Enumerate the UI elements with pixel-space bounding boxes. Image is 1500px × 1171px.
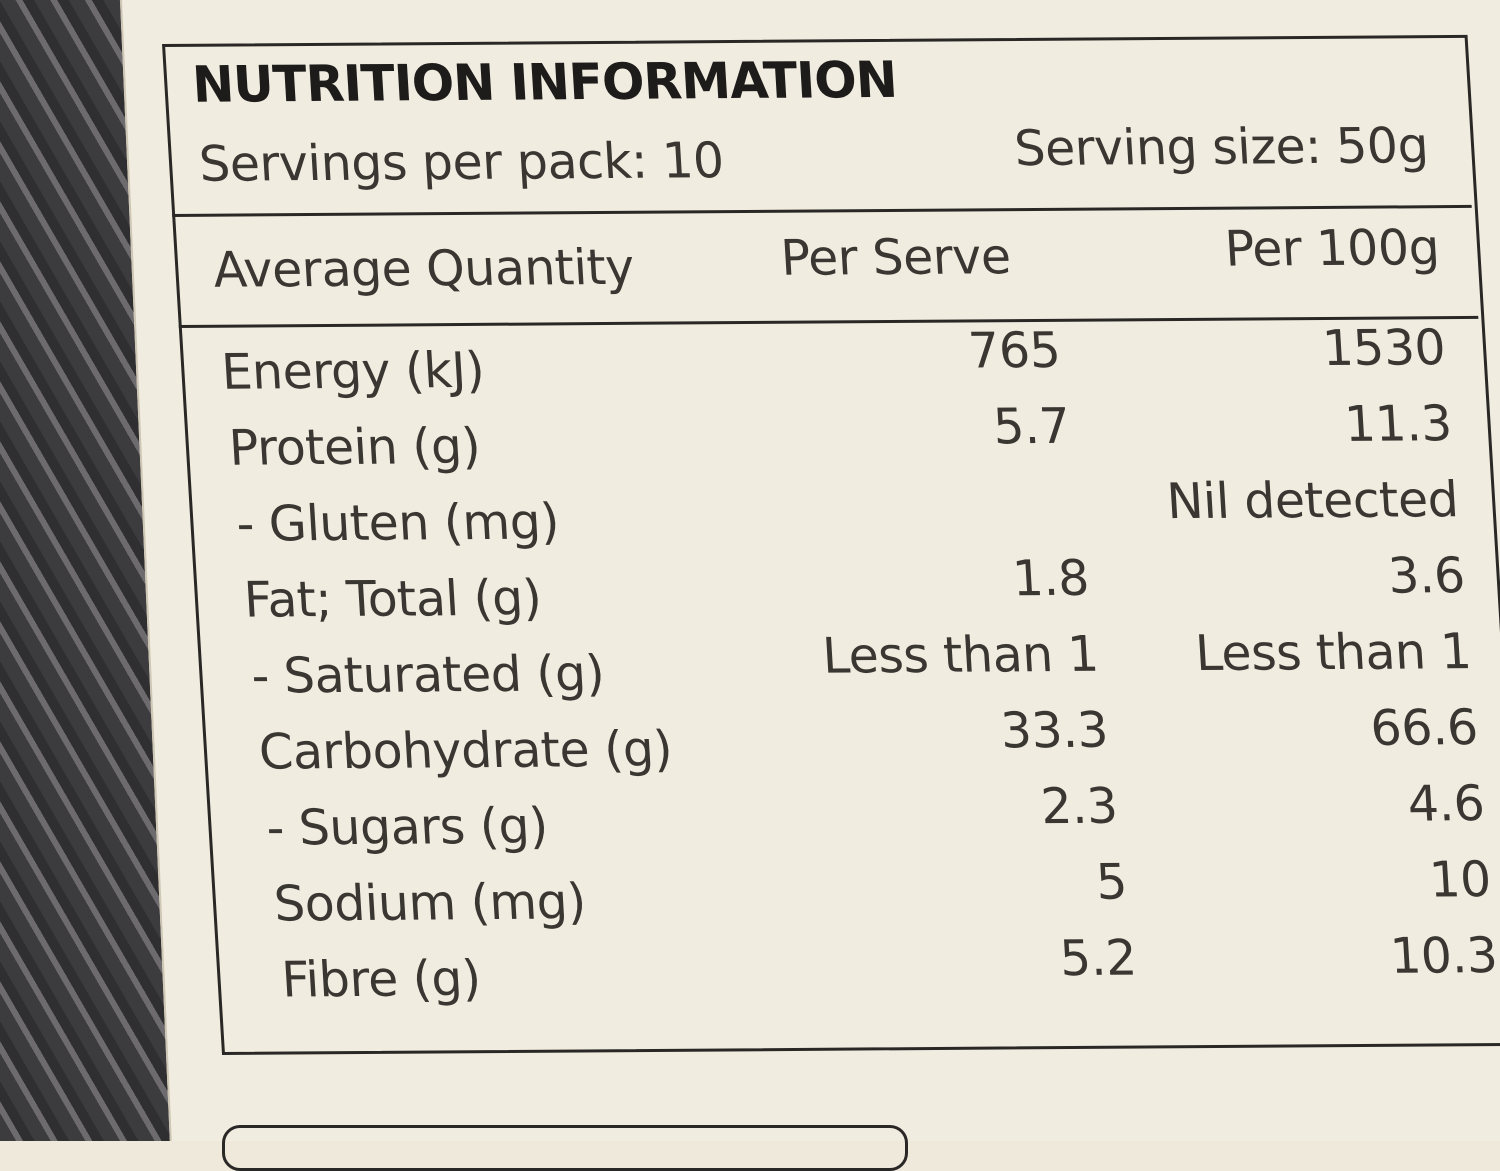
row-label: Energy (kJ) <box>219 341 486 401</box>
row-label: Protein (g) <box>227 417 482 477</box>
row-label: Carbohydrate (g) <box>257 720 674 781</box>
column-header-per-100g: Per 100g <box>1223 219 1441 278</box>
per-serve-value: 5 <box>1094 853 1129 911</box>
per-serve-value: 5.2 <box>1058 929 1138 988</box>
column-header-per-serve: Per Serve <box>779 228 1013 287</box>
servings-per-pack: Servings per pack: 10 <box>197 132 726 193</box>
per-100g-value: 3.6 <box>1386 547 1467 605</box>
lower-label-box <box>222 1125 908 1171</box>
row-label: - Saturated (g) <box>249 645 606 705</box>
per-100g-value: Less than 1 <box>1193 623 1473 683</box>
row-label: - Gluten (mg) <box>234 493 561 553</box>
per-serve-value: 1.8 <box>1010 549 1091 608</box>
per-100g-value: Nil detected <box>1165 471 1460 531</box>
per-serve-value: 5.7 <box>991 397 1072 456</box>
serving-size: Serving size: 50g <box>1012 117 1430 178</box>
row-label: Sodium (mg) <box>272 873 588 933</box>
per-serve-value: Less than 1 <box>820 625 1100 685</box>
row-label: Fat; Total (g) <box>242 569 543 629</box>
table-title: NUTRITION INFORMATION <box>190 50 899 114</box>
row-label: - Sugars (g) <box>264 797 550 857</box>
per-serve-value: 33.3 <box>999 701 1110 760</box>
nutrition-table: NUTRITION INFORMATION Servings per pack:… <box>162 34 1500 1055</box>
per-serve-value: 2.3 <box>1039 777 1119 836</box>
per-100g-value: 4.6 <box>1406 775 1486 833</box>
per-100g-value: 10.3 <box>1388 927 1499 985</box>
per-100g-value: 66.6 <box>1368 699 1480 757</box>
per-100g-value: 1530 <box>1320 319 1447 378</box>
per-100g-value: 11.3 <box>1342 395 1454 453</box>
per-100g-value: 10 <box>1427 851 1493 909</box>
row-label: Fibre (g) <box>279 950 483 1009</box>
per-serve-value: 765 <box>966 321 1062 380</box>
column-header-average-quantity: Average Quantity <box>211 238 636 299</box>
